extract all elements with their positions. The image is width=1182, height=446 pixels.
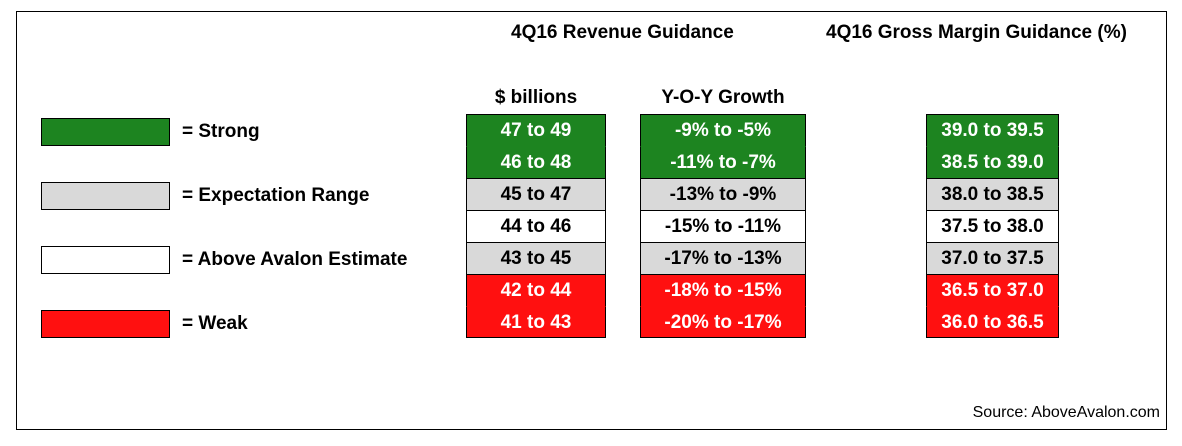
gross-margin-cell: 37.5 to 38.0 — [926, 210, 1059, 242]
legend-swatch-expectation — [41, 182, 170, 210]
revenue-cell: 45 to 47 — [466, 178, 606, 210]
yoy-growth-cell: -15% to -11% — [640, 210, 806, 242]
yoy-growth-subheader: Y-O-Y Growth — [661, 87, 785, 108]
legend-swatch-above-avalon — [41, 246, 170, 274]
gross-margin-cell: 36.0 to 36.5 — [926, 306, 1059, 338]
gross-margin-column: 39.0 to 39.5 38.5 to 39.0 38.0 to 38.5 37.5… — [926, 114, 1059, 338]
yoy-growth-cell: -20% to -17% — [640, 306, 806, 338]
gross-margin-cell: 39.0 to 39.5 — [926, 114, 1059, 146]
revenue-guidance-header: 4Q16 Revenue Guidance — [511, 22, 734, 43]
yoy-growth-column: -9% to -5% -11% to -7% -13% to -9% -15% to … — [640, 114, 806, 338]
legend-label-expectation: = Expectation Range — [182, 185, 370, 206]
legend-label-above-avalon: = Above Avalon Estimate — [182, 249, 408, 270]
revenue-cell: 46 to 48 — [466, 146, 606, 178]
revenue-cell: 44 to 46 — [466, 210, 606, 242]
source-note: Source: AboveAvalon.com — [972, 404, 1160, 421]
gross-margin-cell: 38.5 to 39.0 — [926, 146, 1059, 178]
revenue-cell: 42 to 44 — [466, 274, 606, 306]
yoy-growth-cell: -13% to -9% — [640, 178, 806, 210]
yoy-growth-cell: -18% to -15% — [640, 274, 806, 306]
legend-label-strong: = Strong — [182, 121, 260, 142]
chart-frame — [16, 11, 1167, 430]
gross-margin-cell: 36.5 to 37.0 — [926, 274, 1059, 306]
revenue-cell: 47 to 49 — [466, 114, 606, 146]
billions-subheader: $ billions — [494, 87, 578, 108]
yoy-growth-cell: -17% to -13% — [640, 242, 806, 274]
yoy-growth-cell: -9% to -5% — [640, 114, 806, 146]
gross-margin-cell: 38.0 to 38.5 — [926, 178, 1059, 210]
gross-margin-guidance-header: 4Q16 Gross Margin Guidance (%) — [826, 22, 1127, 43]
gross-margin-cell: 37.0 to 37.5 — [926, 242, 1059, 274]
revenue-cell: 41 to 43 — [466, 306, 606, 338]
legend-swatch-weak — [41, 310, 170, 338]
revenue-column: 47 to 49 46 to 48 45 to 47 44 to 46 43 to 45… — [466, 114, 606, 338]
revenue-cell: 43 to 45 — [466, 242, 606, 274]
yoy-growth-cell: -11% to -7% — [640, 146, 806, 178]
legend-label-weak: = Weak — [182, 313, 248, 334]
legend-swatch-strong — [41, 118, 170, 146]
